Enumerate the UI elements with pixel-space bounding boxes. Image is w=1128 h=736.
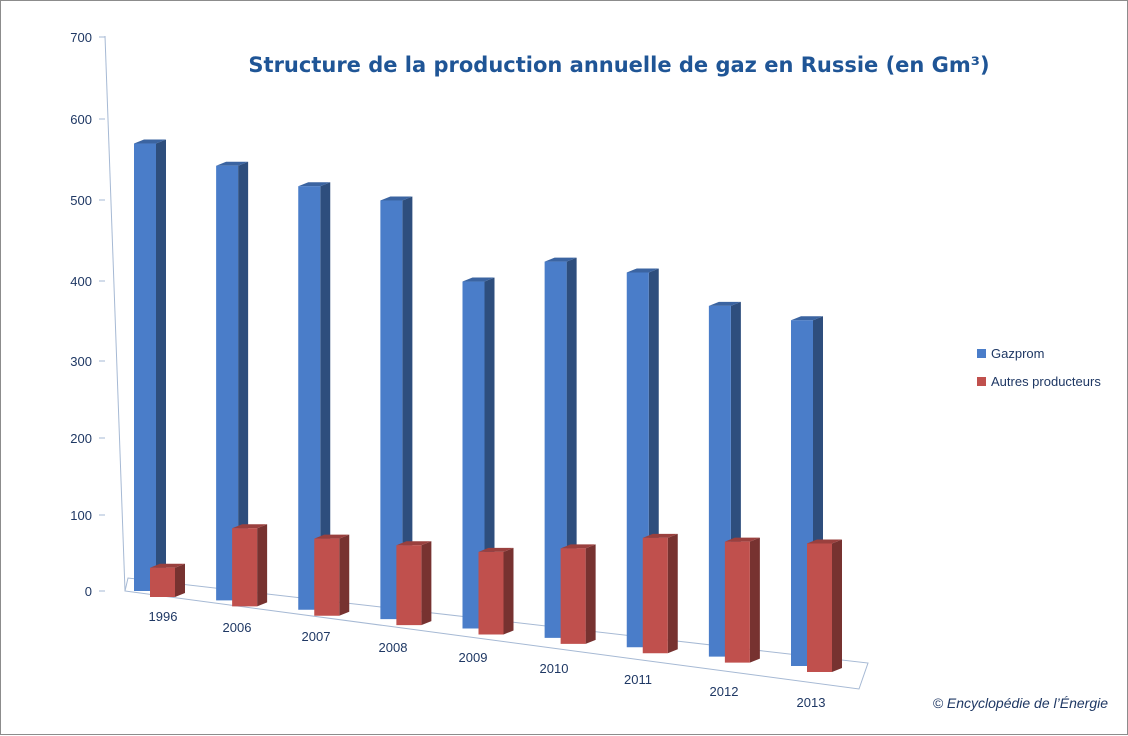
bar-gazprom-2006-face xyxy=(216,165,239,601)
bar-gazprom-2007 xyxy=(298,182,331,610)
bar-autres-1996-top xyxy=(150,563,185,568)
y-tick-label: 200 xyxy=(70,431,92,446)
x-tick-label-2012: 2012 xyxy=(710,684,739,699)
bar-autres-2007-side xyxy=(339,534,350,616)
bar-autres-2012-side xyxy=(749,537,760,663)
bar-gazprom-2009 xyxy=(462,277,495,629)
bar-gazprom-2006-side xyxy=(238,161,249,601)
y-tick-label: 300 xyxy=(70,354,92,369)
x-tick-label-2010: 2010 xyxy=(540,661,569,676)
bar-autres-2011-side xyxy=(667,533,678,654)
x-tick-label-2008: 2008 xyxy=(379,640,408,655)
bar-gazprom-2010 xyxy=(544,257,577,638)
bar-autres-2012 xyxy=(724,537,760,663)
y-tick-label: 700 xyxy=(70,30,92,45)
bar-gazprom-2008-side xyxy=(402,196,413,620)
y-axis-line xyxy=(104,35,126,592)
bar-gazprom-2007-top xyxy=(298,182,331,187)
bar-autres-2006-top xyxy=(232,524,268,529)
x-tick-label-2006: 2006 xyxy=(223,620,252,635)
bar-autres-2006-side xyxy=(257,524,268,607)
bar-gazprom-2008 xyxy=(380,196,413,620)
x-tick-label-2007: 2007 xyxy=(302,629,331,644)
bar-autres-2009-face xyxy=(478,551,504,635)
x-tick-label-2011: 2011 xyxy=(624,672,652,687)
bar-gazprom-1996-top xyxy=(134,139,166,144)
bar-autres-2007-top xyxy=(314,534,350,539)
floor-outline xyxy=(124,577,869,690)
bar-autres-2011-top xyxy=(642,533,678,538)
bar-autres-2013 xyxy=(807,539,842,672)
x-tick-label-2009: 2009 xyxy=(459,650,488,665)
bar-gazprom-1996-face xyxy=(134,143,156,591)
bar-autres-2008-face xyxy=(396,545,422,626)
bar-gazprom-1996 xyxy=(134,139,166,591)
bar-gazprom-2010-side xyxy=(566,257,577,638)
legend: Gazprom Autres producteurs xyxy=(977,346,1101,389)
axes xyxy=(104,35,869,690)
bar-gazprom-2006-top xyxy=(216,161,249,166)
x-axis-ticks: 1996 2006 2007 2008 2009 2010 2011 2012 2013 xyxy=(149,609,826,710)
y-tick-label: 0 xyxy=(85,584,92,599)
bar-autres-2008 xyxy=(396,541,432,626)
legend-label-autres: Autres producteurs xyxy=(991,374,1101,389)
bar-autres-2007-face xyxy=(314,538,340,616)
bar-autres-2008-side xyxy=(421,541,432,626)
bar-gazprom-2006 xyxy=(216,161,249,601)
bar-autres-2011 xyxy=(642,533,678,654)
bar-autres-2013-top xyxy=(807,539,842,544)
bar-autres-2009-side xyxy=(503,547,514,635)
bar-gazprom-2010-face xyxy=(544,261,567,638)
bar-autres-2008-top xyxy=(396,541,432,546)
bars xyxy=(134,139,842,672)
credit-text: © Encyclopédie de l’Énergie xyxy=(933,695,1109,711)
bar-autres-1996 xyxy=(150,563,185,597)
bar-gazprom-2008-face xyxy=(380,200,403,620)
bar-autres-2010-face xyxy=(560,548,586,644)
bar-autres-2010-top xyxy=(560,544,596,549)
legend-swatch-gazprom xyxy=(977,349,986,358)
legend-label-gazprom: Gazprom xyxy=(991,346,1044,361)
y-tick-label: 600 xyxy=(70,112,92,127)
y-tick-label: 400 xyxy=(70,274,92,289)
bar-gazprom-2009-top xyxy=(462,277,495,282)
bar-gazprom-2009-face xyxy=(462,281,485,629)
bar-gazprom-2007-face xyxy=(298,186,321,610)
bar-gazprom-2009-side xyxy=(484,277,495,629)
bar-autres-2007 xyxy=(314,534,350,616)
bar-autres-2010-side xyxy=(585,544,596,644)
y-tick-label: 100 xyxy=(70,508,92,523)
bar-autres-2009 xyxy=(478,547,514,635)
bar-autres-2011-face xyxy=(642,537,668,654)
bar-autres-1996-face xyxy=(150,567,175,597)
bar-autres-2012-top xyxy=(724,537,760,542)
bar-autres-1996-side xyxy=(175,563,185,597)
x-tick-label-2013: 2013 xyxy=(797,695,826,710)
chart-title: Structure de la production annuelle de g… xyxy=(248,53,989,77)
y-tick-label: 500 xyxy=(70,193,92,208)
bar-autres-2006-face xyxy=(232,528,258,607)
bar-gazprom-2010-top xyxy=(544,257,577,262)
bar-gazprom-2013-top xyxy=(791,316,823,321)
bar-autres-2009-top xyxy=(478,547,514,552)
bar-autres-2012-face xyxy=(724,541,750,663)
bar-gazprom-1996-side xyxy=(156,139,166,591)
bar-gazprom-2008-top xyxy=(380,196,413,201)
bar-gazprom-2011-top xyxy=(626,268,659,273)
x-tick-label-1996: 1996 xyxy=(149,609,178,624)
bar-gazprom-2007-side xyxy=(320,182,331,610)
bar-autres-2006 xyxy=(232,524,268,607)
bar-autres-2013-side xyxy=(832,539,842,672)
legend-swatch-autres xyxy=(977,377,986,386)
bar-autres-2013-face xyxy=(807,543,832,672)
y-axis-ticks: 0 100 200 300 400 500 600 700 xyxy=(70,30,105,599)
bar-autres-2010 xyxy=(560,544,596,644)
bar-gazprom-2012-top xyxy=(708,301,741,306)
